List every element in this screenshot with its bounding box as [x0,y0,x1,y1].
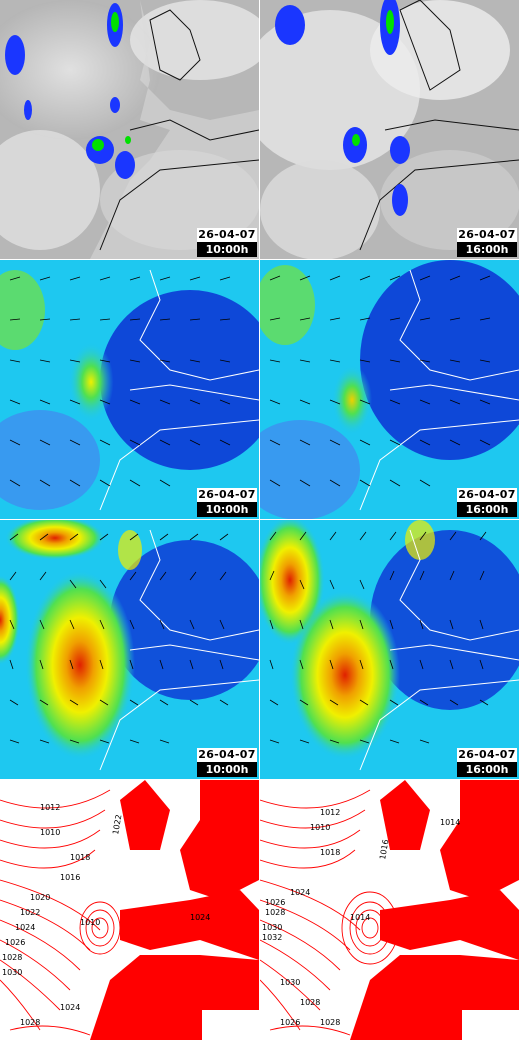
timestamp-date: 26-04-07 [457,488,517,502]
wind-map-lower-10h: 26-04-07 10:00h [0,260,259,519]
isobar-label: 1024 [60,1003,80,1012]
isobar-label: 1016 [60,873,80,882]
isobar-label: 1024 [15,923,35,932]
wind-map-upper-16h: 26-04-07 16:00h [260,520,519,779]
isobar-label: 1010 [40,828,60,837]
isobar-label: 1020 [30,893,50,902]
timestamp-label: 26-04-07 10:00h [197,228,257,257]
timestamp-hour: 10:00h [197,762,257,777]
isobar-label: 1028 [300,998,320,1007]
isobar-label: 1010 [310,823,330,832]
isobar-label: 1028 [2,953,22,962]
timestamp-label: 26-04-07 10:00h [197,488,257,517]
wind-map-lower-16h-graphic [260,260,519,519]
isobar-label: 1012 [320,808,340,817]
isobar-label: 1022 [111,814,123,836]
wind-arrows [9,533,229,744]
isobar-label: 1018 [320,848,340,857]
satellite-map-16h-graphic [260,0,519,259]
timestamp-date: 26-04-07 [197,488,257,502]
isobar-label: 1024 [190,913,210,922]
isobar-lines [260,789,399,1036]
isobar-label: 1014 [350,913,370,922]
isobar-label: 1030 [2,968,22,977]
pressure-map-10h-graphic: 1022 1018 1016 1012 1010 1020 1022 1024 … [0,780,259,1040]
isobar-label: 1028 [320,1018,340,1027]
isobar-label: 1026 [265,898,285,907]
pressure-map-16h-graphic: 1012 1010 1018 1016 1014 1024 1026 1028 … [260,780,519,1040]
corner-blank [462,1010,519,1040]
timestamp-label: 26-04-07 16:00h [457,748,517,777]
isobar-label: 1028 [265,908,285,917]
wind-map-lower-16h: 26-04-07 16:00h [260,260,519,519]
timestamp-hour: 16:00h [457,242,517,257]
wind-map-upper-10h: 26-04-07 10:00h [0,520,259,779]
isobar-label: 1030 [262,923,282,932]
pressure-map-16h: 1012 1010 1018 1016 1014 1024 1026 1028 … [260,780,519,1040]
isobar-label: 1030 [280,978,300,987]
isobar-lines [0,789,121,1036]
isobar-label: 1018 [70,853,90,862]
isobar-label: 1026 [280,1018,300,1027]
isobar-label: 1012 [40,803,60,812]
isobar-label: 1016 [378,839,390,861]
wind-map-lower-10h-graphic [0,260,259,519]
satellite-map-10h: 26-04-07 10:00h [0,0,259,259]
isobar-label: 1014 [440,818,460,827]
satellite-map-10h-graphic [0,0,259,259]
corner-blank [202,1010,259,1040]
isobar-label: 1032 [262,933,282,942]
wind-arrows [269,531,489,744]
timestamp-label: 26-04-07 16:00h [457,228,517,257]
wind-arrows [269,275,491,487]
wind-arrows [9,276,231,487]
isobar-label: 1010 [80,918,100,927]
timestamp-hour: 10:00h [197,242,257,257]
timestamp-label: 26-04-07 10:00h [197,748,257,777]
wind-map-upper-16h-graphic [260,520,519,779]
isobar-label: 1022 [20,908,40,917]
timestamp-hour: 16:00h [457,762,517,777]
timestamp-hour: 10:00h [197,502,257,517]
wind-map-upper-10h-graphic [0,520,259,779]
timestamp-date: 26-04-07 [197,748,257,762]
timestamp-date: 26-04-07 [197,228,257,242]
timestamp-date: 26-04-07 [457,748,517,762]
timestamp-date: 26-04-07 [457,228,517,242]
pressure-map-10h: 1022 1018 1016 1012 1010 1020 1022 1024 … [0,780,259,1040]
timestamp-label: 26-04-07 16:00h [457,488,517,517]
isobar-label: 1028 [20,1018,40,1027]
isobar-label: 1026 [5,938,25,947]
satellite-map-16h: 26-04-07 16:00h [260,0,519,259]
isobar-label: 1024 [290,888,310,897]
timestamp-hour: 16:00h [457,502,517,517]
